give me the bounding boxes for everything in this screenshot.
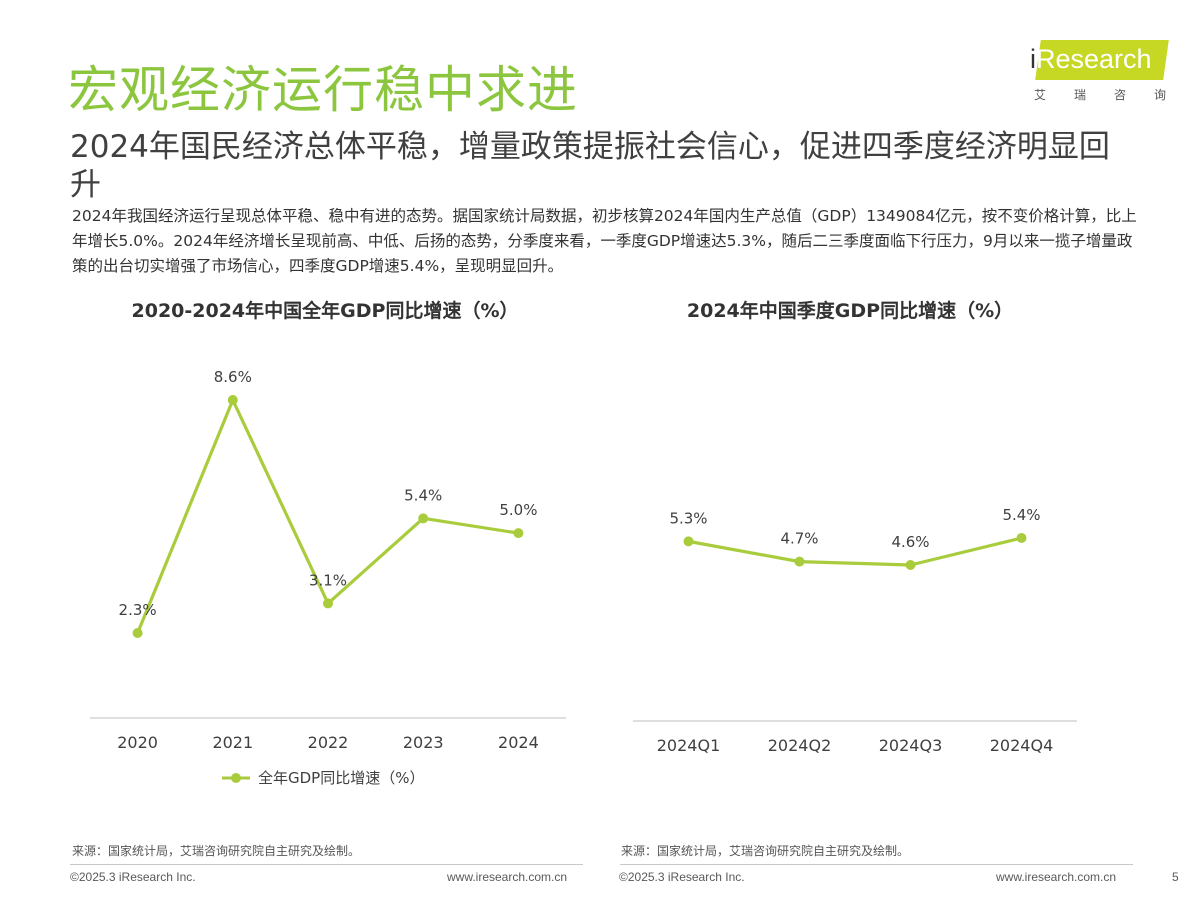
quarterly-data-point	[905, 560, 916, 570]
annual-data-point	[227, 395, 238, 405]
annual-data-label: 2.3%	[119, 601, 157, 619]
annual-data-label: 5.0%	[499, 501, 537, 519]
annual-x-tick-label: 2021	[212, 733, 253, 752]
quarterly-data-label: 5.3%	[669, 509, 707, 527]
footer-divider-left	[70, 864, 583, 865]
quarterly-data-label: 4.6%	[891, 533, 929, 551]
source-note-left: 来源：国家统计局，艾瑞咨询研究院自主研究及绘制。	[72, 844, 361, 858]
annual-x-tick-label: 2020	[117, 733, 158, 752]
quarterly-data-label: 4.7%	[780, 530, 818, 548]
copyright-left: ©2025.3 iResearch Inc.	[70, 870, 196, 884]
quarterly-data-point	[683, 536, 694, 547]
quarterly-data-label: 5.4%	[1002, 506, 1040, 524]
quarterly-x-tick-label: 2024Q4	[990, 736, 1054, 755]
page-title: 宏观经济运行稳中求进	[68, 61, 578, 119]
quarterly-x-tick-label: 2024Q1	[657, 736, 721, 755]
annual-data-label: 8.6%	[214, 368, 252, 386]
annual-legend-marker	[231, 773, 241, 783]
copyright-right: ©2025.3 iResearch Inc.	[619, 870, 745, 884]
annual-data-point	[323, 598, 333, 609]
page-subtitle: 2024年国民经济总体平稳，增量政策提振社会信心，促进四季度经济明显回升	[70, 129, 1110, 203]
annual-data-point	[132, 628, 143, 638]
annual-x-tick-label: 2023	[403, 733, 444, 752]
quarterly-x-tick-label: 2024Q2	[768, 736, 832, 755]
source-note-right: 来源：国家统计局，艾瑞咨询研究院自主研究及绘制。	[621, 844, 910, 858]
quarterly-data-point	[794, 556, 805, 567]
footer-divider-right	[620, 864, 1133, 865]
annual-data-label: 3.1%	[309, 571, 347, 589]
annual-series-line	[136, 398, 519, 634]
annual-legend-label: 全年GDP同比增速（%）	[258, 769, 424, 787]
annual-data-point	[513, 528, 524, 539]
logo-chinese: 艾瑞咨询	[1034, 88, 1166, 102]
website-link-right[interactable]: www.iresearch.com.cn	[996, 870, 1117, 884]
logo-wordmark: iResearch	[1030, 44, 1152, 74]
website-link-left[interactable]: www.iresearch.com.cn	[447, 870, 568, 884]
quarterly-chart-title: 2024年中国季度GDP同比增速（%）	[686, 300, 1014, 322]
intro-paragraph: 2024年我国经济运行呈现总体平稳、稳中有进的态势。据国家统计局数据，初步核算2…	[72, 207, 1137, 275]
quarterly-data-point	[1016, 533, 1027, 543]
annual-data-label: 5.4%	[404, 486, 442, 504]
page-number: 5	[1172, 870, 1179, 884]
annual-x-tick-label: 2022	[308, 733, 349, 752]
annual-chart-title: 2020-2024年中国全年GDP同比增速（%）	[131, 300, 519, 322]
annual-data-point	[418, 513, 429, 524]
iresearch-logo: iResearch 艾瑞咨询	[1030, 40, 1169, 104]
annual-x-tick-label: 2024	[498, 733, 539, 752]
quarterly-series-line	[688, 536, 1022, 567]
quarterly-x-tick-label: 2024Q3	[879, 736, 943, 755]
